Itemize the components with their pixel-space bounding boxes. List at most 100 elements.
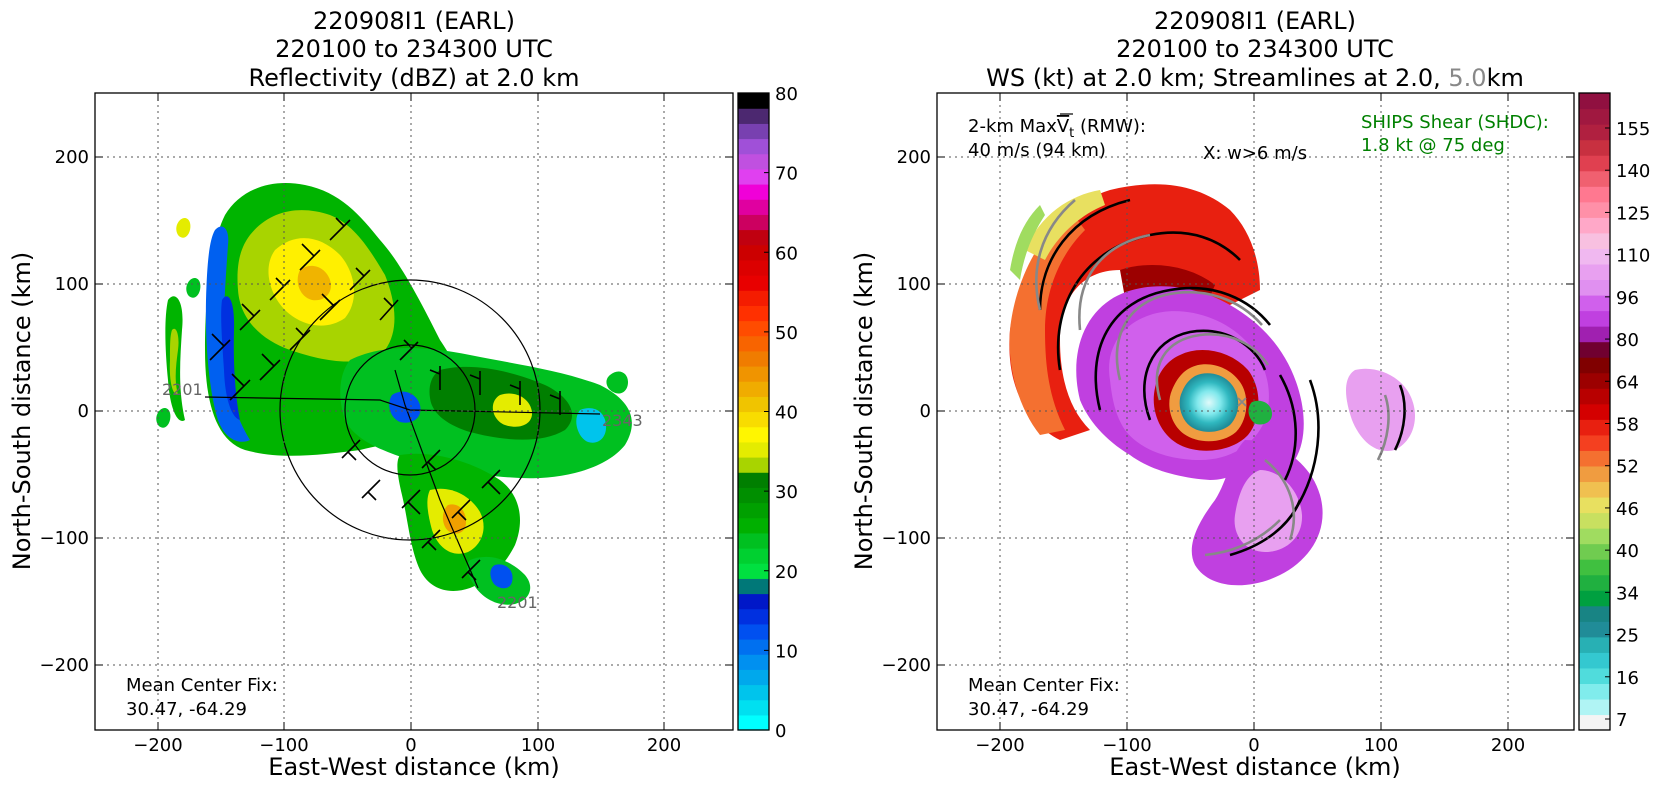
colorbar-tick-label: 58 bbox=[1616, 415, 1639, 436]
colorbar-segment bbox=[1579, 217, 1610, 234]
colorbar-segment bbox=[738, 259, 769, 276]
colorbar-segment bbox=[738, 548, 769, 564]
colorbar-tick-label: 50 bbox=[775, 323, 798, 344]
colorbar-segment bbox=[738, 350, 769, 367]
colorbar-tick-label: 52 bbox=[1616, 457, 1639, 478]
colorbar-tick-label: 60 bbox=[775, 243, 798, 264]
colorbar-segment bbox=[738, 153, 769, 170]
left-xtick-label: 0 bbox=[405, 735, 416, 756]
right-ylabel: North-South distance (km) bbox=[850, 252, 878, 571]
left-ytick-label: −200 bbox=[40, 655, 89, 676]
right-center-fix-label: Mean Center Fix: bbox=[968, 675, 1120, 696]
colorbar-segment bbox=[738, 654, 769, 670]
wind-barbs bbox=[209, 217, 561, 581]
colorbar-segment bbox=[1579, 170, 1610, 187]
colorbar-segment bbox=[1579, 93, 1610, 110]
right-title-line3-end: km bbox=[1487, 64, 1524, 92]
colorbar-segment bbox=[738, 396, 769, 413]
right-title-line3: WS (kt) at 2.0 km; Streamlines at 2.0, 5… bbox=[986, 64, 1524, 92]
streamlines bbox=[1035, 198, 1406, 557]
colorbar-segment bbox=[738, 290, 769, 306]
right-xtick-label: −200 bbox=[975, 735, 1024, 756]
colorbar-segment bbox=[1579, 279, 1610, 296]
colorbar-tick-label: 34 bbox=[1616, 583, 1639, 604]
left-xtick-label: 100 bbox=[521, 735, 555, 756]
reflectivity-colorbar-ticks: 0 10 20 30 40 50 60 70 80 bbox=[764, 84, 798, 742]
left-ytick-label: −100 bbox=[40, 528, 89, 549]
colorbar-segment bbox=[738, 623, 769, 640]
colorbar-segment bbox=[1579, 341, 1610, 358]
colorbar-segment bbox=[1579, 559, 1610, 576]
right-title-line2: 220100 to 234300 UTC bbox=[1116, 35, 1394, 63]
colorbar-segment bbox=[738, 138, 769, 155]
colorbar-segment bbox=[1579, 186, 1610, 203]
right-ytick-label: 0 bbox=[920, 401, 931, 422]
left-ytick-label: 200 bbox=[55, 147, 89, 168]
colorbar-tick-label: 25 bbox=[1616, 626, 1639, 647]
reflectivity-panel: 220908I1 (EARL) 220100 to 234300 UTC Ref… bbox=[8, 7, 798, 781]
left-center-fix-value: 30.47, -64.29 bbox=[126, 699, 247, 720]
maxvt-rmw: (RMW): bbox=[1074, 116, 1146, 137]
left-title-line3: Reflectivity (dBZ) at 2.0 km bbox=[249, 64, 580, 92]
right-ytick-label: 100 bbox=[897, 274, 931, 295]
colorbar-segment bbox=[1579, 388, 1610, 405]
colorbar-segment bbox=[1579, 512, 1610, 529]
colorbar-segment bbox=[738, 123, 769, 140]
maxvt-symbol: V bbox=[1057, 116, 1070, 137]
left-track-mid-label: 2201 bbox=[497, 593, 538, 612]
maxvt-label: 2-km Max bbox=[968, 116, 1057, 137]
colorbar-segment bbox=[1579, 419, 1610, 436]
left-xlabel: East-West distance (km) bbox=[268, 753, 559, 781]
colorbar-tick-label: 125 bbox=[1616, 203, 1650, 224]
windspeed-field bbox=[1009, 184, 1415, 586]
left-ytick-labels: 200 100 0 −100 −200 bbox=[40, 147, 89, 676]
colorbar-tick-label: 80 bbox=[775, 84, 798, 105]
colorbar-segment bbox=[1579, 652, 1610, 669]
left-ticks bbox=[95, 93, 733, 730]
colorbar-segment bbox=[738, 214, 769, 231]
colorbar-segment bbox=[738, 669, 769, 686]
colorbar-tick-label: 10 bbox=[775, 641, 798, 662]
colorbar-tick-label: 46 bbox=[1616, 499, 1639, 520]
colorbar-segment bbox=[738, 381, 769, 397]
colorbar-segment bbox=[738, 472, 769, 488]
left-track-start-label: 2201 bbox=[162, 380, 203, 399]
left-ylabel: North-South distance (km) bbox=[8, 252, 36, 571]
colorbar-segment bbox=[738, 244, 769, 261]
colorbar-segment bbox=[1579, 667, 1610, 684]
flight-track bbox=[204, 279, 601, 589]
colorbar-segment bbox=[1579, 326, 1610, 343]
colorbar-segment bbox=[1579, 698, 1610, 716]
colorbar-segment bbox=[1579, 543, 1610, 560]
left-ytick-label: 100 bbox=[55, 274, 89, 295]
colorbar-segment bbox=[738, 335, 769, 352]
windspeed-colorbar bbox=[1579, 93, 1610, 731]
colorbar-tick-label: 80 bbox=[1616, 330, 1639, 351]
colorbar-segment bbox=[738, 714, 769, 731]
colorbar-segment bbox=[1579, 232, 1610, 249]
colorbar-segment bbox=[1579, 605, 1610, 622]
colorbar-tick-label: 110 bbox=[1616, 246, 1650, 267]
colorbar-tick-label: 140 bbox=[1616, 161, 1650, 182]
left-ytick-label: 0 bbox=[78, 401, 89, 422]
colorbar-segment bbox=[1579, 636, 1610, 653]
colorbar-segment bbox=[738, 684, 769, 701]
colorbar-segment bbox=[738, 502, 769, 519]
colorbar-segment bbox=[738, 168, 769, 185]
colorbar-segment bbox=[738, 532, 769, 549]
left-title-line1: 220908I1 (EARL) bbox=[313, 7, 515, 35]
colorbar-segment bbox=[1579, 201, 1610, 218]
colorbar-segment bbox=[1579, 683, 1610, 700]
shear-label: SHIPS Shear (SHDC): bbox=[1361, 112, 1549, 133]
colorbar-segment bbox=[1579, 108, 1610, 125]
right-xtick-label: 0 bbox=[1248, 735, 1259, 756]
colorbar-segment bbox=[738, 320, 769, 337]
left-title-line2: 220100 to 234300 UTC bbox=[275, 35, 553, 63]
left-xtick-label: 200 bbox=[647, 735, 681, 756]
colorbar-segment bbox=[738, 608, 769, 625]
colorbar-segment bbox=[1579, 372, 1610, 389]
right-xtick-label: 200 bbox=[1491, 735, 1525, 756]
right-ytick-labels: 200 100 0 −100 −200 bbox=[882, 147, 931, 676]
colorbar-tick-label: 40 bbox=[1616, 541, 1639, 562]
